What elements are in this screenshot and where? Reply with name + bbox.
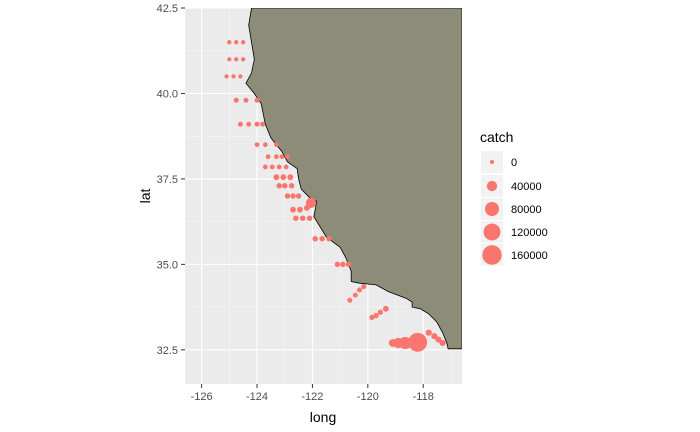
data-point (284, 193, 291, 199)
data-point (231, 74, 236, 79)
data-point (425, 329, 432, 336)
x-axis-ticks: -126 -124 -122 -120 -118 (191, 384, 434, 403)
x-tick-label: -124 (246, 391, 268, 403)
data-point (276, 183, 282, 189)
data-point (224, 74, 229, 79)
data-point (290, 206, 296, 213)
legend-keys: 0 40000 80000 120000 160000 (481, 151, 548, 266)
data-point (290, 193, 296, 199)
legend-key-symbol (482, 245, 502, 265)
x-axis-title: long (310, 409, 336, 425)
data-point (357, 287, 363, 293)
y-axis-title: lat (137, 189, 153, 204)
data-point (273, 174, 280, 181)
land-polygon (245, 8, 462, 350)
data-point (361, 284, 367, 290)
y-tick-label: 40.0 (157, 88, 178, 100)
data-point (326, 236, 332, 242)
legend-label: 120000 (511, 227, 548, 239)
data-point (399, 336, 412, 350)
data-point (369, 314, 375, 320)
data-point (274, 154, 279, 160)
data-point (431, 333, 438, 340)
data-point (334, 261, 341, 268)
data-point (285, 154, 290, 160)
data-point (305, 197, 317, 208)
data-point (435, 336, 442, 343)
legend-label: 160000 (511, 250, 548, 262)
data-point (260, 121, 266, 127)
data-point (288, 183, 295, 189)
data-point (347, 297, 353, 303)
data-point (246, 121, 252, 127)
data-point (293, 215, 299, 221)
data-point (287, 174, 294, 181)
data-point (282, 183, 288, 189)
legend-label: 40000 (511, 181, 542, 193)
data-point (233, 97, 239, 103)
x-tick-label: -120 (357, 391, 379, 403)
data-point (319, 236, 325, 242)
data-point (345, 261, 352, 268)
y-tick-label: 35.0 (157, 259, 178, 271)
data-point (254, 142, 260, 148)
data-point (280, 174, 287, 181)
legend-label: 80000 (511, 204, 542, 216)
legend-key-symbol (483, 223, 501, 241)
data-point (283, 164, 289, 170)
y-axis-ticks: 32.5 35.0 37.5 40.0 42.5 (157, 3, 185, 357)
data-point (262, 142, 268, 148)
x-tick-label: -118 (413, 391, 434, 403)
legend: catch 0 40000 80000 120000 160000 (480, 129, 548, 266)
legend-key-symbol (490, 160, 494, 164)
data-point (306, 215, 313, 221)
y-tick-label: 37.5 (157, 174, 178, 186)
data-point (276, 164, 282, 170)
x-tick-label: -122 (301, 391, 323, 403)
data-point (269, 164, 275, 170)
data-point (373, 313, 379, 319)
data-point (340, 261, 346, 268)
legend-key-symbol (485, 202, 499, 216)
data-point (254, 97, 260, 103)
data-point (238, 74, 243, 79)
data-point (312, 236, 318, 242)
data-point (377, 309, 383, 315)
data-point (241, 40, 246, 45)
data-point (227, 40, 232, 45)
data-point (439, 339, 446, 347)
data-point (241, 57, 246, 62)
y-tick-label: 32.5 (157, 345, 178, 357)
data-point (262, 164, 268, 170)
data-point (227, 57, 232, 62)
data-point (408, 332, 428, 352)
data-point (254, 121, 260, 127)
data-point (243, 97, 249, 103)
data-point (234, 57, 239, 62)
data-point (234, 40, 239, 45)
data-point (300, 215, 306, 221)
legend-label: 0 (511, 157, 517, 169)
data-point (265, 154, 271, 160)
legend-key-symbol (486, 180, 498, 192)
data-point (279, 154, 285, 160)
data-point (297, 206, 303, 213)
data-point (274, 142, 279, 148)
legend-title: catch (480, 129, 513, 145)
y-tick-label: 42.5 (157, 3, 178, 15)
data-point (295, 193, 302, 199)
data-point (382, 305, 389, 312)
data-point (352, 292, 358, 298)
x-tick-label: -126 (191, 391, 213, 403)
data-point (237, 121, 243, 127)
data-points (224, 40, 446, 352)
